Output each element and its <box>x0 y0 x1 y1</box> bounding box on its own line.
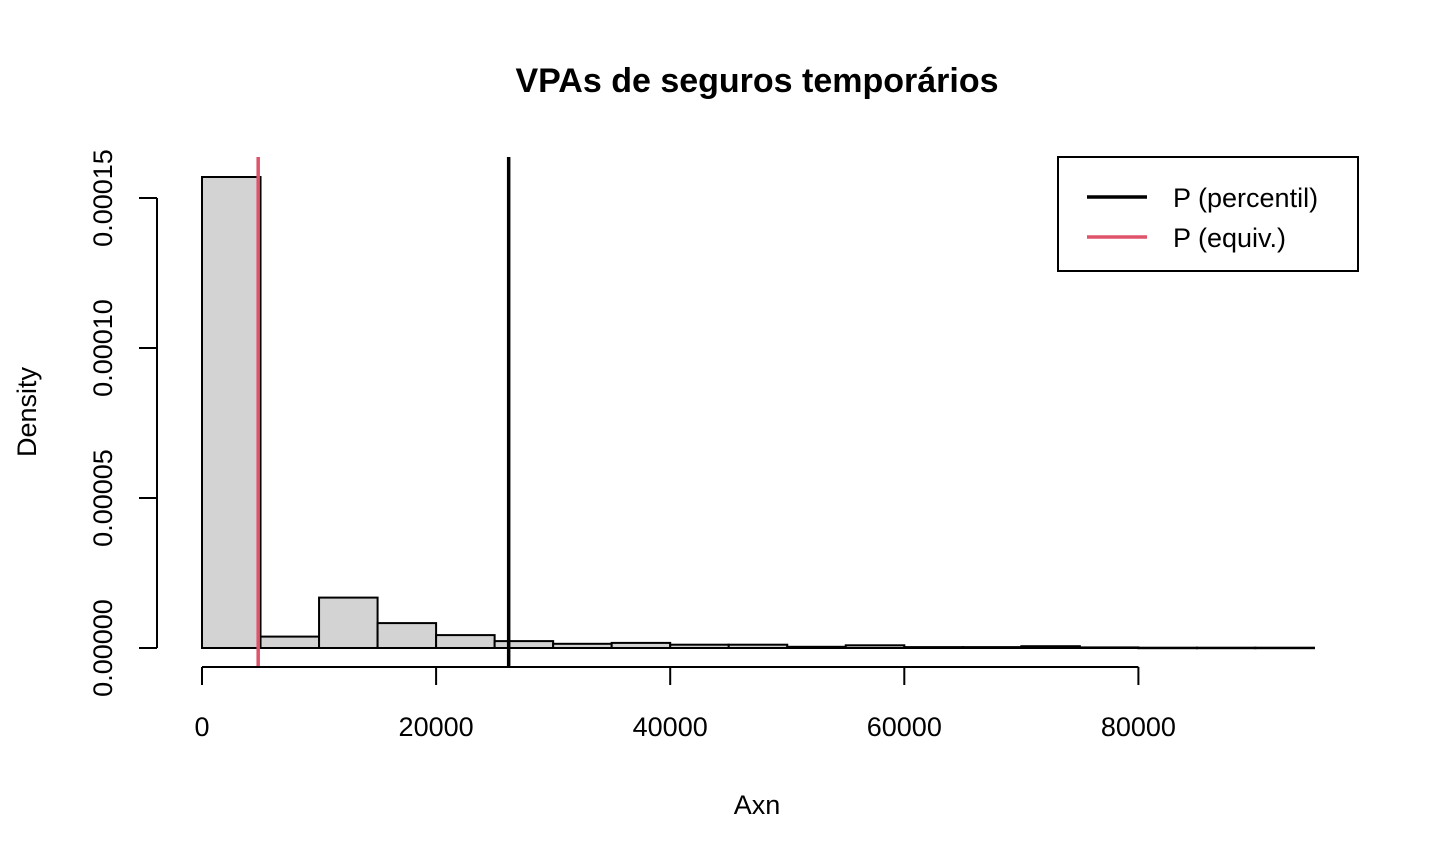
histogram-bar <box>727 643 789 650</box>
histogram-bar <box>435 634 496 649</box>
x-axis: 0 20000 40000 60000 80000 <box>194 666 1176 742</box>
y-tick-label: 0.00000 <box>88 599 118 697</box>
x-tick-label: 80000 <box>1101 712 1176 742</box>
histogram-bar <box>1078 646 1140 650</box>
y-tick-label: 0.00015 <box>88 149 118 247</box>
chart-title: VPAs de seguros temporários <box>515 62 998 100</box>
histogram-bar <box>786 645 847 649</box>
histogram-bar <box>552 642 613 649</box>
reference-lines <box>256 157 511 668</box>
histogram-bar <box>201 176 262 649</box>
histogram-bar <box>669 643 730 650</box>
x-axis-label: Axn <box>734 790 781 820</box>
histogram-bars <box>201 176 1315 650</box>
x-tick-label: 40000 <box>633 712 708 742</box>
legend-label: P (equiv.) <box>1173 223 1286 253</box>
y-axis-label: Density <box>12 366 42 457</box>
x-tick-label: 20000 <box>399 712 474 742</box>
histogram-bar <box>493 640 555 649</box>
legend-label: P (percentil) <box>1173 183 1318 213</box>
histogram-bar <box>376 622 438 649</box>
y-axis: 0.00000 0.00005 0.00010 0.00015 <box>88 149 158 697</box>
histogram-bar <box>844 644 906 649</box>
histogram-bar <box>1020 645 1081 650</box>
histogram-bar <box>259 635 321 649</box>
y-tick-label: 0.00010 <box>88 299 118 397</box>
x-tick-label: 60000 <box>867 712 942 742</box>
legend: P (percentil) P (equiv.) <box>1057 156 1359 272</box>
legend-box <box>1057 156 1359 272</box>
histogram-bar <box>1137 646 1198 650</box>
histogram-bar <box>1254 646 1315 650</box>
histogram-bar <box>1195 646 1257 650</box>
histogram-bar <box>318 596 379 649</box>
histogram-bar <box>610 641 672 650</box>
histogram-bar <box>903 646 964 649</box>
y-tick-label: 0.00005 <box>88 449 118 547</box>
x-tick-label: 0 <box>194 712 209 742</box>
histogram-bar <box>961 646 1023 649</box>
